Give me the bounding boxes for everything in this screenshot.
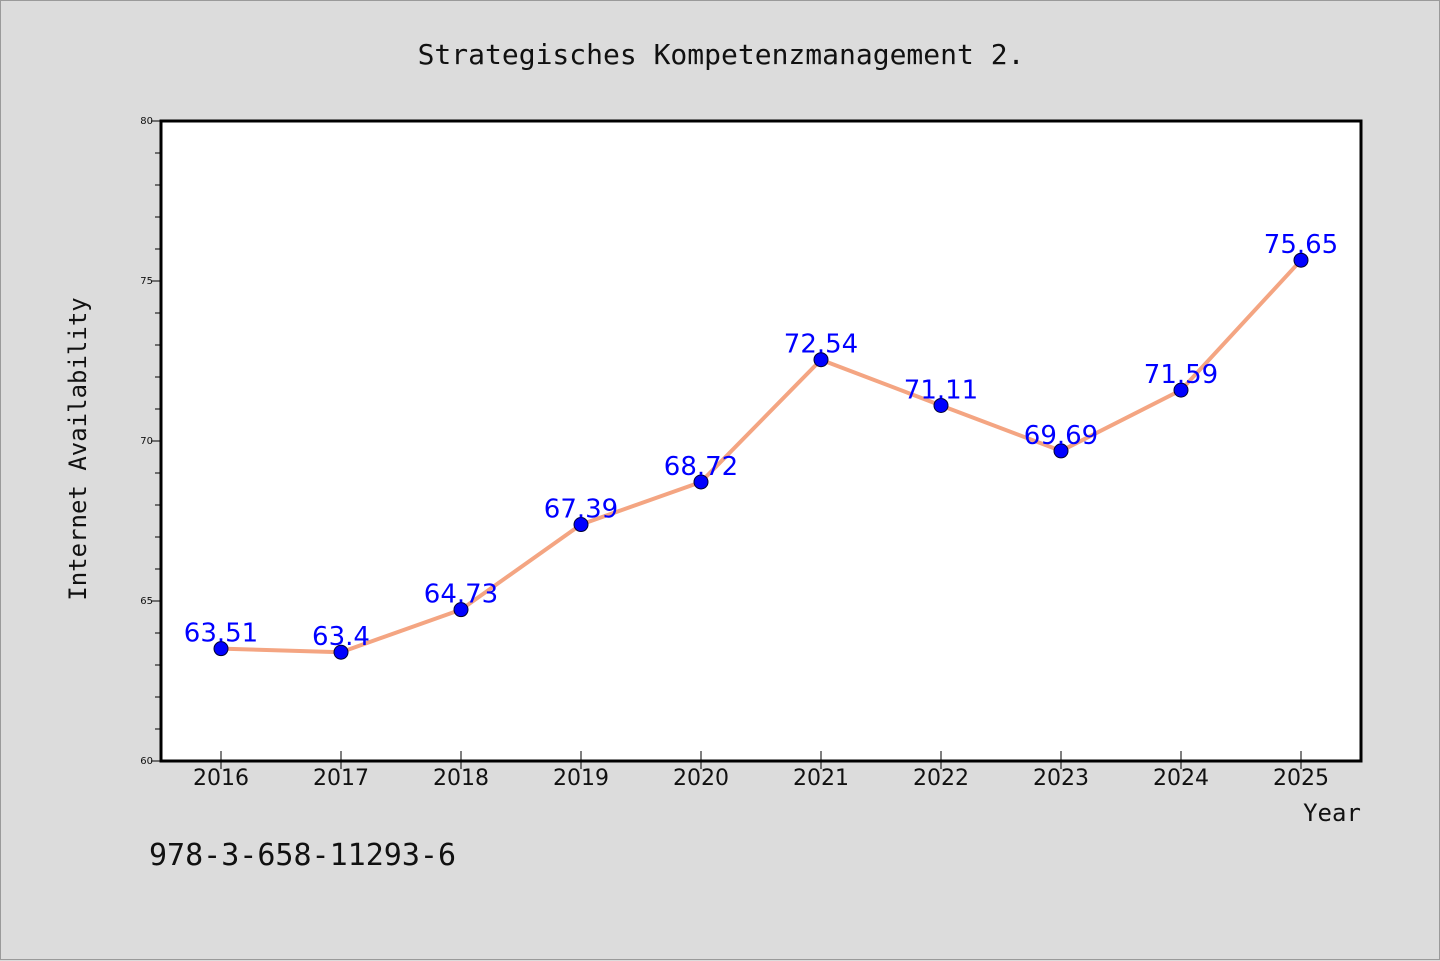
series-line [219, 258, 1303, 655]
data-point [693, 474, 709, 490]
data-label: 63.4 [312, 622, 370, 652]
y-tick-label: 60 [140, 756, 153, 767]
y-axis-label: Internet Availability [64, 297, 92, 600]
x-axis-label: Year [1303, 799, 1361, 827]
data-label: 68.72 [664, 452, 738, 482]
data-point [573, 517, 589, 533]
data-point [813, 352, 829, 368]
x-tick-label: 2025 [1273, 766, 1329, 791]
y-tick-label: 65 [140, 596, 153, 607]
data-label: 72.54 [784, 330, 858, 360]
data-point [213, 641, 229, 657]
y-axis: 60 65 70 75 80 [140, 116, 161, 767]
data-label: 63.51 [184, 619, 258, 649]
data-label: 69.69 [1024, 421, 1098, 451]
plot-area [159, 119, 1363, 763]
chart-title: Strategisches Kompetenzmanagement 2. [418, 38, 1025, 71]
data-label: 71.11 [904, 375, 978, 405]
x-tick-label: 2022 [913, 766, 969, 791]
x-tick-label: 2020 [673, 766, 729, 791]
y-tick-label: 70 [140, 436, 153, 447]
data-point [1053, 443, 1069, 459]
data-point [933, 397, 949, 413]
x-tick-label: 2016 [193, 766, 249, 791]
x-tick-label: 2018 [433, 766, 489, 791]
data-label: 64.73 [424, 580, 498, 610]
series-internet-availability [213, 252, 1309, 660]
data-label: 71.59 [1144, 360, 1218, 390]
x-axis: 2016 2017 2018 2019 2020 2021 2022 2023 2024 2025 [193, 751, 1329, 791]
data-point [1293, 252, 1309, 268]
data-point [333, 644, 349, 660]
y-tick-label: 80 [140, 116, 153, 127]
x-tick-label: 2023 [1033, 766, 1089, 791]
x-tick-label: 2019 [553, 766, 609, 791]
data-point [1173, 382, 1189, 398]
x-tick-label: 2021 [793, 766, 849, 791]
data-label: 67.39 [544, 495, 618, 525]
data-labels: 63.51 63.4 64.73 67.39 68.72 72.54 71.11 69.69 7… [184, 230, 1338, 652]
data-label: 75.65 [1264, 230, 1338, 260]
y-tick-label: 75 [140, 276, 153, 287]
x-tick-label: 2024 [1153, 766, 1209, 791]
x-tick-label: 2017 [313, 766, 369, 791]
data-point [453, 602, 469, 618]
isbn-annotation: 978-3-658-11293-6 [149, 838, 456, 873]
